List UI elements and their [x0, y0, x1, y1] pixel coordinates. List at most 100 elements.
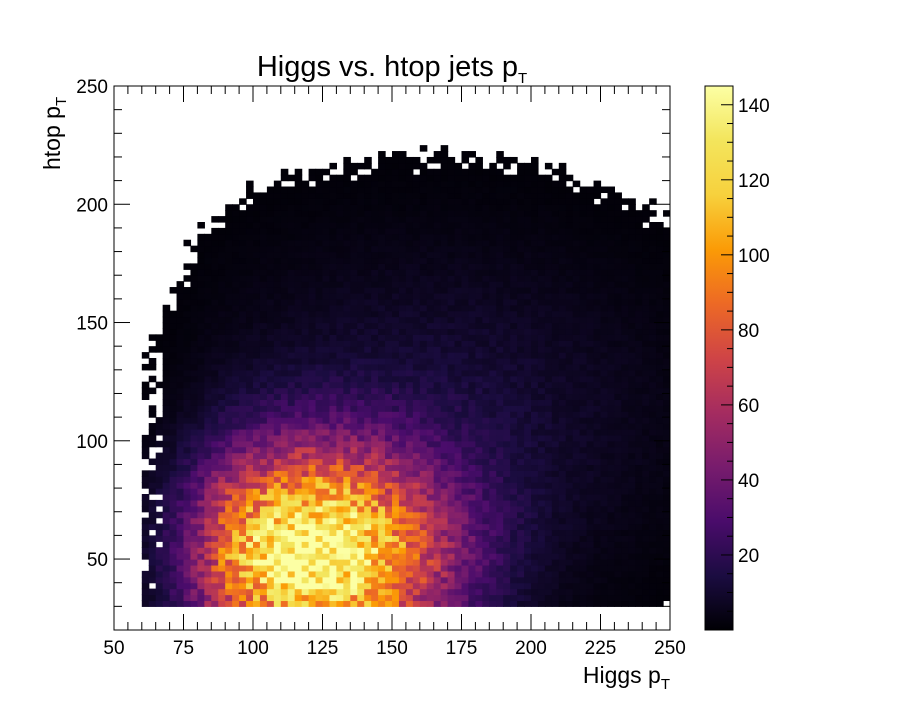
heatmap-cell [273, 588, 282, 596]
heatmap-cell [537, 523, 546, 531]
heatmap-cell [454, 316, 463, 324]
heatmap-cell [162, 600, 171, 607]
heatmap-cell [405, 440, 414, 448]
heatmap-cell [433, 369, 442, 377]
heatmap-cell [371, 446, 379, 454]
heatmap-cell [336, 369, 344, 377]
heatmap-cell [371, 340, 379, 347]
heatmap-cell [475, 227, 483, 235]
heatmap-cell [294, 352, 303, 359]
heatmap-cell [392, 298, 400, 306]
heatmap-cell [392, 310, 400, 318]
heatmap-cell [419, 233, 428, 241]
heatmap-cell [426, 257, 435, 264]
heatmap-cell [489, 470, 497, 477]
heatmap-cell [468, 298, 476, 306]
heatmap-cell [405, 192, 414, 199]
heatmap-cell [475, 245, 483, 253]
heatmap-cell [357, 263, 365, 270]
heatmap-cell [482, 576, 490, 584]
heatmap-cell [551, 310, 560, 318]
heatmap-cell [315, 316, 324, 324]
heatmap-cell [524, 576, 532, 584]
heatmap-cell [315, 541, 324, 548]
heatmap-cell [593, 216, 602, 223]
heatmap-cell [357, 446, 365, 454]
heatmap-cell [266, 275, 275, 282]
heatmap-cell [385, 452, 393, 460]
heatmap-cell [600, 582, 609, 590]
heatmap-cell [378, 245, 386, 253]
heatmap-cell [447, 553, 456, 560]
heatmap-cell [398, 488, 407, 495]
heatmap-cell [600, 216, 609, 223]
heatmap-cell [246, 381, 254, 389]
heatmap-cell [621, 257, 629, 264]
heatmap-cell [621, 576, 629, 584]
heatmap-cell [204, 340, 212, 347]
heatmap-cell [357, 411, 365, 418]
heatmap-cell [280, 576, 289, 584]
heatmap-cell [433, 423, 442, 430]
heatmap-cell [169, 399, 178, 406]
heatmap-cell [294, 505, 303, 513]
heatmap-cell [475, 517, 483, 525]
heatmap-cell [371, 393, 379, 400]
heatmap-cell [273, 576, 282, 584]
heatmap-cell [468, 411, 476, 418]
heatmap-cell [475, 162, 483, 170]
heatmap-cell [336, 328, 344, 335]
heatmap-cell [273, 352, 282, 359]
heatmap-cell [287, 464, 296, 471]
heatmap-cell [190, 405, 198, 412]
heatmap-cell [475, 363, 483, 371]
heatmap-cell [454, 405, 463, 412]
heatmap-cell [551, 582, 560, 590]
heatmap-cell [239, 322, 247, 330]
heatmap-cell [322, 316, 331, 324]
heatmap-cell [426, 494, 435, 501]
heatmap-cell [259, 476, 268, 483]
heatmap-cell [412, 464, 421, 471]
heatmap-cell [419, 529, 428, 536]
heatmap-cell [197, 358, 205, 365]
heatmap-cell [343, 316, 351, 324]
heatmap-cell [412, 310, 421, 318]
heatmap-cell [378, 310, 386, 318]
heatmap-cell [586, 559, 595, 566]
heatmap-cell [405, 387, 414, 395]
heatmap-cell [197, 387, 205, 395]
heatmap-cell [517, 168, 525, 176]
heatmap-cell [204, 369, 212, 377]
heatmap-cell [447, 381, 456, 389]
heatmap-cell [253, 405, 261, 412]
heatmap-cell [628, 553, 636, 560]
heatmap-cell [517, 553, 525, 560]
heatmap-cell [551, 358, 560, 365]
heatmap-cell [517, 387, 525, 395]
heatmap-cell [322, 233, 331, 241]
heatmap-cell [183, 405, 192, 412]
heatmap-cell [433, 316, 442, 324]
heatmap-cell [614, 582, 622, 590]
heatmap-cell [169, 476, 178, 483]
heatmap-cell [586, 547, 595, 554]
heatmap-cell [454, 423, 463, 430]
heatmap-cell [398, 523, 407, 531]
heatmap-cell [621, 363, 629, 371]
heatmap-cell [621, 275, 629, 282]
heatmap-cell [461, 381, 470, 389]
heatmap-cell [419, 553, 428, 560]
heatmap-cell [211, 316, 219, 324]
heatmap-cell [273, 358, 282, 365]
heatmap-cell [204, 239, 212, 247]
heatmap-cell [225, 251, 233, 259]
heatmap-cell [211, 233, 219, 241]
heatmap-cell [385, 204, 393, 211]
heatmap-cell [378, 564, 386, 572]
heatmap-cell [176, 387, 185, 395]
heatmap-cell [503, 304, 511, 312]
heatmap-cell [531, 553, 539, 560]
heatmap-cell [322, 322, 331, 330]
heatmap-cell [635, 600, 643, 607]
